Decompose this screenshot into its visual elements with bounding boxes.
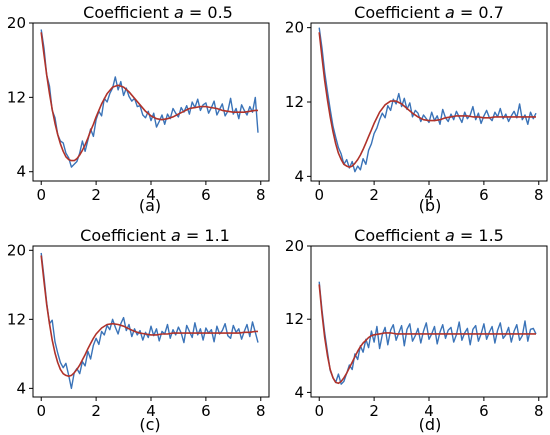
x-tick-label: 8: [256, 402, 266, 420]
subplot-c: Coefficient a = 1.1 0 2 4 6 8 4 12 20 (c): [7, 226, 270, 434]
title-suffix: = 0.7: [455, 3, 504, 22]
title-prefix: Coefficient: [80, 226, 171, 245]
subplot-a: Coefficient a = 0.5 0 2 4 6 8 4 12 20 (a): [7, 3, 270, 215]
title-suffix: = 1.5: [455, 226, 504, 245]
x-tick-label: 4: [146, 402, 156, 420]
y-tick-label: 12: [285, 93, 304, 111]
x-tick-label: 8: [534, 186, 544, 204]
noisy-series-line: [40, 29, 259, 168]
smooth-series-line: [318, 284, 536, 385]
subplot-caption: (d): [419, 415, 442, 434]
title-symbol: a: [171, 226, 181, 245]
y-tick-label: 20: [7, 14, 26, 32]
noisy-series-line: [40, 252, 259, 390]
plot-area: 0 2 4 6 8 4 12 20: [285, 237, 548, 420]
y-tick-label: 4: [16, 163, 26, 181]
x-tick-label: 4: [424, 186, 434, 204]
plot-area: 0 2 4 6 8 4 12 20: [7, 14, 270, 204]
x-tick-label: 0: [314, 186, 324, 204]
x-tick-label: 8: [534, 402, 544, 420]
y-tick-label: 20: [7, 241, 26, 259]
smooth-series-line: [318, 32, 536, 168]
subplot-d: Coefficient a = 1.5 0 2 4 6 8 4 12 20 (d): [285, 226, 548, 434]
axes-frame: [310, 22, 548, 182]
x-tick-label: 0: [36, 402, 46, 420]
plot-area: 0 2 4 6 8 4 12 20: [7, 241, 270, 420]
x-tick-label: 0: [314, 402, 324, 420]
subplot-caption: (a): [139, 196, 161, 215]
x-tick-label: 4: [146, 186, 156, 204]
x-tick-label: 6: [201, 186, 211, 204]
x-tick-label: 8: [256, 186, 266, 204]
plot-area: 0 2 4 6 8 4 12 20: [285, 19, 548, 204]
title-suffix: = 0.5: [184, 3, 233, 22]
title-prefix: Coefficient: [354, 3, 445, 22]
title-prefix: Coefficient: [83, 3, 174, 22]
y-tick-label: 4: [294, 383, 304, 401]
subplot-caption: (c): [139, 415, 160, 434]
title-prefix: Coefficient: [354, 226, 445, 245]
y-tick-label: 12: [7, 88, 26, 106]
y-tick-label: 12: [7, 310, 26, 328]
subplot-title: Coefficient a = 0.5: [83, 3, 233, 22]
title-symbol: a: [445, 3, 455, 22]
x-tick-label: 6: [479, 402, 489, 420]
y-tick-label: 4: [294, 167, 304, 185]
noisy-series-line: [318, 27, 537, 173]
title-symbol: a: [174, 3, 184, 22]
x-tick-label: 2: [369, 186, 379, 204]
x-tick-label: 2: [369, 402, 379, 420]
subplot-caption: (b): [419, 196, 442, 215]
y-tick-label: 20: [285, 19, 304, 37]
subplot-title: Coefficient a = 1.1: [80, 226, 230, 245]
title-symbol: a: [445, 226, 455, 245]
smooth-series-line: [40, 32, 258, 162]
x-tick-label: 2: [91, 402, 101, 420]
subplot-b: Coefficient a = 0.7 0 2 4 6 8 4 12 20 (b): [285, 3, 548, 215]
y-tick-label: 20: [285, 237, 304, 255]
subplot-title: Coefficient a = 0.7: [354, 3, 504, 22]
x-tick-label: 4: [424, 402, 434, 420]
subplot-title: Coefficient a = 1.5: [354, 226, 504, 245]
x-tick-label: 2: [91, 186, 101, 204]
x-tick-label: 6: [479, 186, 489, 204]
title-suffix: = 1.1: [181, 226, 230, 245]
smooth-series-line: [40, 255, 258, 378]
x-tick-label: 0: [36, 186, 46, 204]
y-tick-label: 12: [285, 310, 304, 328]
x-tick-label: 6: [201, 402, 211, 420]
y-tick-label: 4: [16, 379, 26, 397]
noisy-series-line: [318, 281, 537, 385]
